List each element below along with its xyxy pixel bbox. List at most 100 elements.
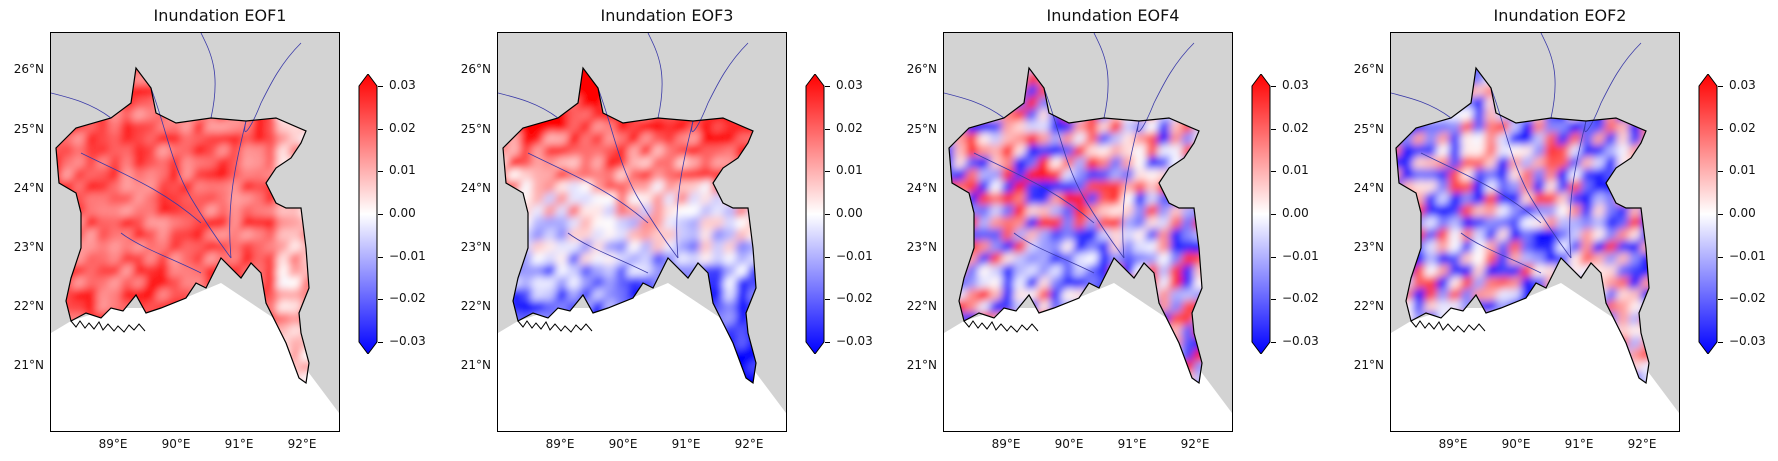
lat-tick-label: 25°N: [1353, 122, 1384, 136]
colorbar: [1251, 74, 1271, 354]
lon-tick-label: 90°E: [1501, 437, 1531, 451]
colorbar-tick-label: −0.01: [1729, 248, 1766, 263]
lat-tick-label: 22°N: [906, 299, 937, 313]
colorbar-tick-label: 0.03: [1282, 78, 1309, 92]
colorbar-tick-mark: [378, 342, 383, 343]
colorbar-tick-mark: [1718, 86, 1723, 87]
colorbar-tick-mark: [1271, 256, 1276, 258]
panel-title: Inundation EOF1: [153, 6, 287, 25]
lon-tick-label: 89°E: [991, 437, 1021, 451]
colorbar: [805, 74, 825, 354]
colorbar-tick-mark: [1271, 214, 1276, 215]
coastline: [70, 320, 146, 333]
lat-tick-label: 22°N: [13, 299, 44, 313]
map-svg: [944, 33, 1232, 431]
colorbar-tick-label: −0.03: [389, 334, 426, 348]
colorbar-tick-mark: [825, 171, 830, 173]
lon-tick-label: 90°E: [161, 437, 191, 451]
river-line: [229, 120, 247, 259]
map-panel: Inundation EOF3 26°N 25°N 24°N 23°N 22°N 21°N 8…: [447, 0, 887, 461]
colorbar-tick-label: 0.01: [1729, 163, 1756, 178]
river-line: [527, 152, 649, 224]
colorbar-tick-mark: [825, 86, 830, 87]
lat-tick-label: 23°N: [460, 240, 491, 254]
sea-area: [51, 283, 339, 431]
river-line: [150, 87, 232, 259]
colorbar-tick-label: 0.02: [1282, 120, 1309, 135]
colorbar-tick-label: 0.01: [389, 163, 416, 178]
panel-title: Inundation EOF3: [600, 6, 734, 25]
lat-tick-label: 21°N: [906, 358, 937, 372]
lon-tick-label: 89°E: [98, 437, 128, 451]
lat-tick-label: 23°N: [13, 240, 44, 254]
colorbar-tick-label: 0.01: [1282, 163, 1309, 178]
lon-tick-label: 89°E: [545, 437, 575, 451]
river-line: [244, 42, 302, 133]
colorbar-tick-label: −0.01: [389, 248, 426, 263]
colorbar-tick-label: 0.00: [1282, 206, 1309, 220]
river-line: [1584, 42, 1642, 133]
river-line: [944, 92, 1005, 119]
colorbar-tick-mark: [1271, 342, 1276, 343]
colorbar-tick-label: −0.03: [1282, 334, 1319, 348]
river-line: [597, 87, 679, 259]
lat-tick-label: 25°N: [460, 122, 491, 136]
river-line: [1420, 152, 1542, 224]
lat-tick-label: 26°N: [1353, 62, 1384, 76]
map-svg: [1391, 33, 1679, 431]
lat-tick-label: 24°N: [1353, 181, 1384, 195]
lat-tick-label: 24°N: [460, 181, 491, 195]
river-line: [1093, 33, 1109, 119]
map-panel: Inundation EOF2 26°N 25°N 24°N 23°N 22°N 21°N 8…: [1340, 0, 1778, 461]
river-line: [1137, 42, 1195, 133]
river-line: [1391, 92, 1452, 119]
colorbar-tick-label: 0.00: [389, 206, 416, 220]
river-line: [1013, 232, 1095, 274]
river-line: [973, 152, 1095, 224]
colorbar-tick-mark: [825, 128, 830, 130]
colorbar-tick-label: 0.02: [836, 120, 863, 135]
colorbar-tick-label: −0.01: [1282, 248, 1319, 263]
map-area: [50, 32, 340, 432]
colorbar-tick-mark: [378, 171, 383, 173]
lon-tick-label: 91°E: [1117, 437, 1147, 451]
colorbar-tick-label: −0.02: [836, 291, 873, 306]
lon-tick-label: 92°E: [1627, 437, 1657, 451]
river-line: [1490, 87, 1572, 259]
lon-tick-label: 90°E: [608, 437, 638, 451]
country-outline: [1395, 66, 1650, 385]
map-panel: Inundation EOF4 26°N 25°N 24°N 23°N 22°N 21°N 8…: [893, 0, 1333, 461]
lat-tick-label: 22°N: [460, 299, 491, 313]
lon-tick-label: 92°E: [1180, 437, 1210, 451]
river-line: [691, 42, 749, 133]
colorbar-tick-label: −0.03: [1729, 334, 1766, 348]
coastline: [1410, 320, 1486, 333]
country-outline: [55, 66, 310, 385]
map-area: [1390, 32, 1680, 432]
map-area: [497, 32, 787, 432]
map-area: [943, 32, 1233, 432]
lon-tick-label: 92°E: [287, 437, 317, 451]
country-outline: [948, 66, 1203, 385]
river-line: [676, 120, 694, 259]
coastline: [963, 320, 1039, 333]
river-line: [1122, 120, 1140, 259]
colorbar-tick-mark: [378, 299, 383, 301]
map-svg: [51, 33, 339, 431]
map-svg: [498, 33, 786, 431]
lon-tick-label: 92°E: [734, 437, 764, 451]
river-line: [1043, 87, 1125, 259]
colorbar-tick-label: 0.01: [836, 163, 863, 178]
colorbar-tick-label: 0.02: [1729, 120, 1756, 135]
colorbar-tick-mark: [1718, 128, 1723, 130]
colorbar-tick-label: −0.02: [1282, 291, 1319, 306]
panel-title: Inundation EOF2: [1493, 6, 1627, 25]
river-line: [567, 232, 649, 274]
lat-tick-label: 24°N: [906, 181, 937, 195]
river-line: [80, 152, 202, 224]
colorbar-tick-label: −0.02: [1729, 291, 1766, 306]
colorbar-tick-label: 0.00: [836, 206, 863, 220]
lat-tick-label: 23°N: [1353, 240, 1384, 254]
map-panel: Inundation EOF1 26°N 25°N 24°N 23°N 22°N 21°N 8…: [0, 0, 440, 461]
sea-area: [498, 283, 786, 431]
